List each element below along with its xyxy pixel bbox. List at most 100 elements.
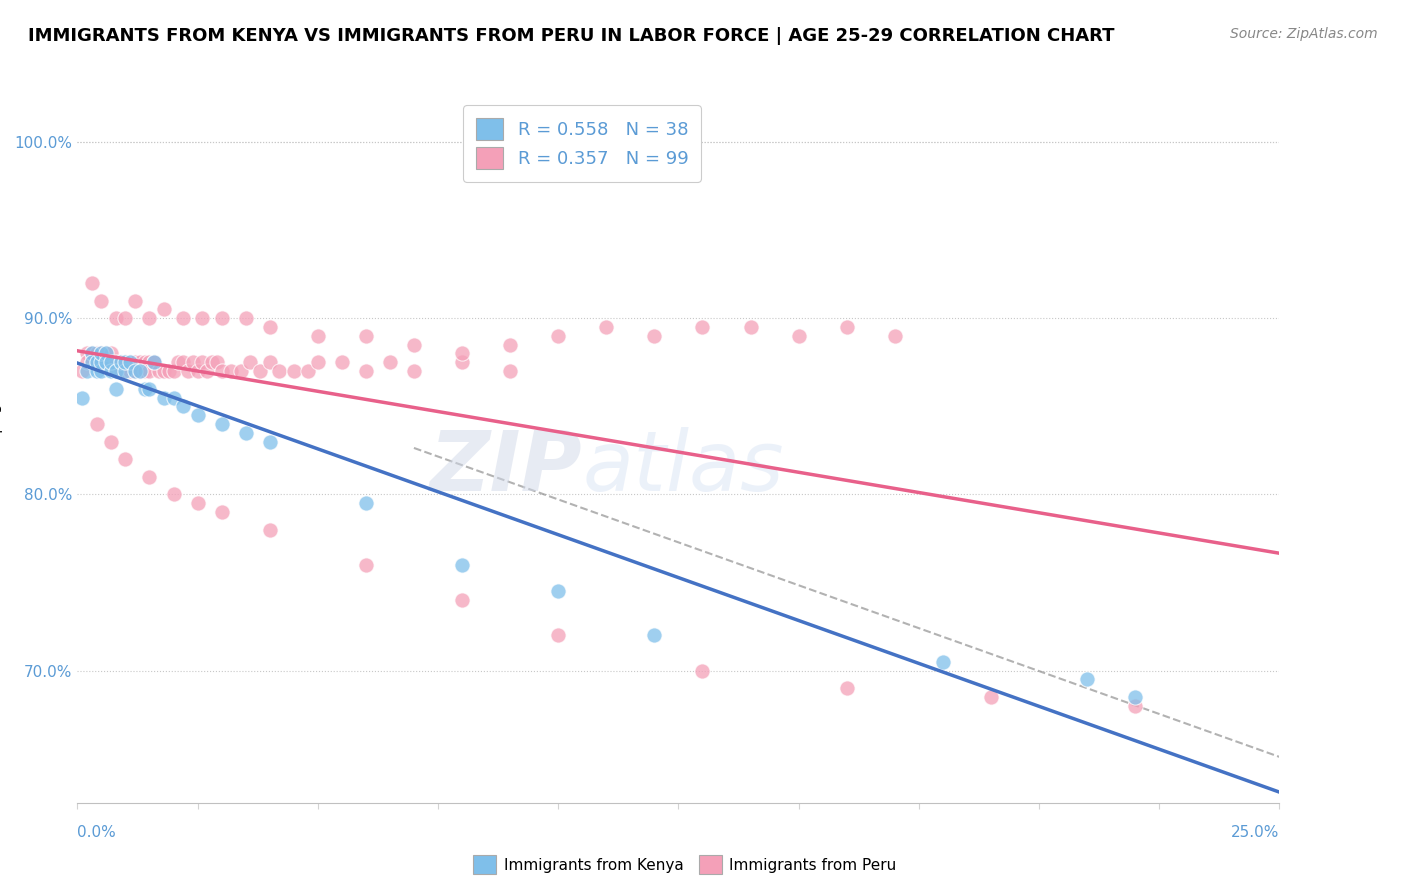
- Text: Source: ZipAtlas.com: Source: ZipAtlas.com: [1230, 27, 1378, 41]
- Point: [90, 355, 112, 369]
- Point: [330, 355, 353, 369]
- Point: [96, 346, 118, 360]
- Point: [1123, 698, 1146, 713]
- Text: atlas: atlas: [582, 427, 785, 508]
- Point: [1123, 690, 1146, 704]
- Point: [143, 355, 166, 369]
- Point: [547, 584, 569, 599]
- Point: [162, 364, 184, 378]
- Point: [124, 293, 146, 308]
- Point: [201, 355, 224, 369]
- Point: [172, 400, 194, 414]
- Point: [100, 434, 122, 449]
- Point: [259, 523, 281, 537]
- Point: [740, 320, 762, 334]
- Point: [172, 355, 194, 369]
- Point: [219, 364, 242, 378]
- Point: [100, 346, 122, 360]
- Point: [259, 434, 281, 449]
- Point: [90, 346, 112, 360]
- Point: [307, 355, 329, 369]
- Point: [104, 382, 127, 396]
- Text: 0.0%: 0.0%: [77, 825, 117, 840]
- Point: [134, 364, 156, 378]
- Text: 25.0%: 25.0%: [1232, 825, 1279, 840]
- Point: [205, 355, 228, 369]
- Point: [187, 408, 209, 422]
- Point: [239, 355, 262, 369]
- Point: [80, 355, 103, 369]
- Point: [104, 364, 127, 378]
- Point: [114, 364, 136, 378]
- Point: [643, 329, 665, 343]
- Point: [451, 355, 474, 369]
- Point: [143, 355, 166, 369]
- Point: [80, 346, 103, 360]
- Point: [96, 355, 118, 369]
- Point: [90, 346, 112, 360]
- Point: [70, 364, 93, 378]
- Point: [451, 346, 474, 360]
- Point: [86, 364, 108, 378]
- Point: [354, 496, 377, 510]
- Point: [114, 355, 136, 369]
- Point: [378, 355, 401, 369]
- Point: [195, 364, 218, 378]
- Point: [211, 417, 233, 431]
- Point: [153, 364, 176, 378]
- Point: [100, 355, 122, 369]
- Y-axis label: In Labor Force | Age 25-29: In Labor Force | Age 25-29: [0, 345, 3, 547]
- Point: [211, 505, 233, 519]
- Point: [124, 364, 146, 378]
- Point: [96, 355, 118, 369]
- Point: [124, 364, 146, 378]
- Point: [259, 355, 281, 369]
- Point: [595, 320, 617, 334]
- Point: [235, 425, 257, 440]
- Point: [547, 329, 569, 343]
- Point: [110, 355, 132, 369]
- Point: [90, 355, 112, 369]
- Point: [80, 276, 103, 290]
- Point: [80, 346, 103, 360]
- Point: [134, 382, 156, 396]
- Point: [402, 364, 425, 378]
- Point: [451, 558, 474, 572]
- Point: [120, 355, 142, 369]
- Point: [211, 364, 233, 378]
- Point: [297, 364, 319, 378]
- Point: [138, 311, 160, 326]
- Point: [138, 355, 160, 369]
- Point: [269, 364, 291, 378]
- Point: [138, 364, 160, 378]
- Point: [90, 364, 112, 378]
- Point: [643, 628, 665, 642]
- Point: [249, 364, 271, 378]
- Point: [177, 364, 200, 378]
- Point: [835, 320, 858, 334]
- Point: [128, 355, 150, 369]
- Point: [120, 355, 142, 369]
- Point: [187, 364, 209, 378]
- Point: [402, 337, 425, 351]
- Point: [172, 311, 194, 326]
- Point: [162, 487, 184, 501]
- Point: [692, 664, 714, 678]
- Point: [354, 329, 377, 343]
- Point: [114, 355, 136, 369]
- Point: [787, 329, 810, 343]
- Point: [167, 355, 190, 369]
- Point: [86, 355, 108, 369]
- Point: [835, 681, 858, 696]
- Point: [110, 355, 132, 369]
- Point: [104, 364, 127, 378]
- Point: [283, 364, 305, 378]
- Point: [100, 355, 122, 369]
- Point: [134, 355, 156, 369]
- Point: [354, 558, 377, 572]
- Point: [980, 690, 1002, 704]
- Point: [499, 364, 522, 378]
- Point: [547, 628, 569, 642]
- Point: [191, 311, 214, 326]
- Point: [124, 355, 146, 369]
